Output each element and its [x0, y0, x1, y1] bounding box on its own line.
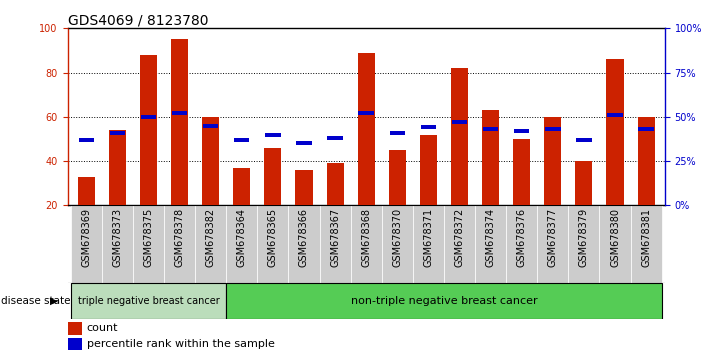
FancyBboxPatch shape: [351, 205, 382, 283]
Bar: [141, 115, 156, 119]
Text: GSM678364: GSM678364: [237, 208, 247, 267]
Bar: [295, 170, 313, 205]
Bar: [78, 138, 94, 142]
Text: GSM678380: GSM678380: [610, 208, 620, 267]
Text: GSM678381: GSM678381: [641, 208, 651, 267]
Bar: [545, 127, 560, 131]
Bar: [607, 113, 623, 117]
Text: GSM678366: GSM678366: [299, 208, 309, 267]
Bar: [172, 111, 187, 115]
Text: GSM678369: GSM678369: [81, 208, 91, 267]
Bar: [109, 130, 126, 205]
Bar: [265, 132, 281, 137]
Bar: [326, 163, 343, 205]
Bar: [451, 68, 468, 205]
Text: GDS4069 / 8123780: GDS4069 / 8123780: [68, 13, 208, 27]
Bar: [638, 127, 654, 131]
Bar: [226, 283, 662, 319]
Text: GSM678382: GSM678382: [205, 208, 215, 267]
Bar: [358, 53, 375, 205]
Text: GSM678368: GSM678368: [361, 208, 371, 267]
Bar: [482, 110, 499, 205]
FancyBboxPatch shape: [102, 205, 133, 283]
Text: GSM678370: GSM678370: [392, 208, 402, 267]
Text: GSM678365: GSM678365: [268, 208, 278, 267]
FancyBboxPatch shape: [289, 205, 319, 283]
FancyBboxPatch shape: [226, 205, 257, 283]
FancyBboxPatch shape: [444, 205, 475, 283]
Text: disease state: disease state: [1, 296, 70, 306]
Bar: [171, 39, 188, 205]
FancyBboxPatch shape: [164, 205, 195, 283]
Bar: [140, 55, 157, 205]
FancyBboxPatch shape: [133, 205, 164, 283]
Text: GSM678372: GSM678372: [454, 208, 464, 267]
Bar: [68, 338, 82, 350]
Bar: [358, 111, 374, 115]
Bar: [203, 124, 218, 128]
Bar: [389, 150, 406, 205]
Bar: [576, 138, 592, 142]
Bar: [421, 125, 436, 130]
Bar: [233, 168, 250, 205]
Bar: [68, 322, 82, 335]
Text: GSM678373: GSM678373: [112, 208, 122, 267]
Bar: [514, 129, 530, 133]
Bar: [451, 120, 467, 124]
Bar: [606, 59, 624, 205]
Bar: [638, 117, 655, 205]
Text: GSM678375: GSM678375: [144, 208, 154, 267]
Text: triple negative breast cancer: triple negative breast cancer: [77, 296, 219, 306]
FancyBboxPatch shape: [538, 205, 568, 283]
FancyBboxPatch shape: [631, 205, 662, 283]
Bar: [77, 177, 95, 205]
FancyBboxPatch shape: [319, 205, 351, 283]
Text: GSM678374: GSM678374: [486, 208, 496, 267]
Bar: [296, 141, 311, 145]
Bar: [483, 127, 498, 131]
Bar: [575, 161, 592, 205]
FancyBboxPatch shape: [382, 205, 413, 283]
Bar: [544, 117, 562, 205]
Text: GSM678376: GSM678376: [517, 208, 527, 267]
FancyBboxPatch shape: [568, 205, 599, 283]
Bar: [234, 138, 250, 142]
FancyBboxPatch shape: [475, 205, 506, 283]
FancyBboxPatch shape: [599, 205, 631, 283]
Text: GSM678378: GSM678378: [174, 208, 185, 267]
Text: GSM678377: GSM678377: [547, 208, 558, 267]
Bar: [264, 148, 282, 205]
Bar: [109, 131, 125, 135]
FancyBboxPatch shape: [413, 205, 444, 283]
FancyBboxPatch shape: [506, 205, 538, 283]
Bar: [419, 135, 437, 205]
Text: GSM678371: GSM678371: [423, 208, 434, 267]
Text: count: count: [87, 323, 118, 333]
FancyBboxPatch shape: [70, 205, 102, 283]
Bar: [390, 131, 405, 135]
Text: GSM678367: GSM678367: [330, 208, 340, 267]
Bar: [327, 136, 343, 140]
Text: percentile rank within the sample: percentile rank within the sample: [87, 339, 274, 349]
Bar: [513, 139, 530, 205]
Text: non-triple negative breast cancer: non-triple negative breast cancer: [351, 296, 538, 306]
Text: ▶: ▶: [50, 296, 58, 306]
Text: GSM678379: GSM678379: [579, 208, 589, 267]
Bar: [202, 117, 219, 205]
Bar: [70, 283, 226, 319]
FancyBboxPatch shape: [195, 205, 226, 283]
FancyBboxPatch shape: [257, 205, 289, 283]
